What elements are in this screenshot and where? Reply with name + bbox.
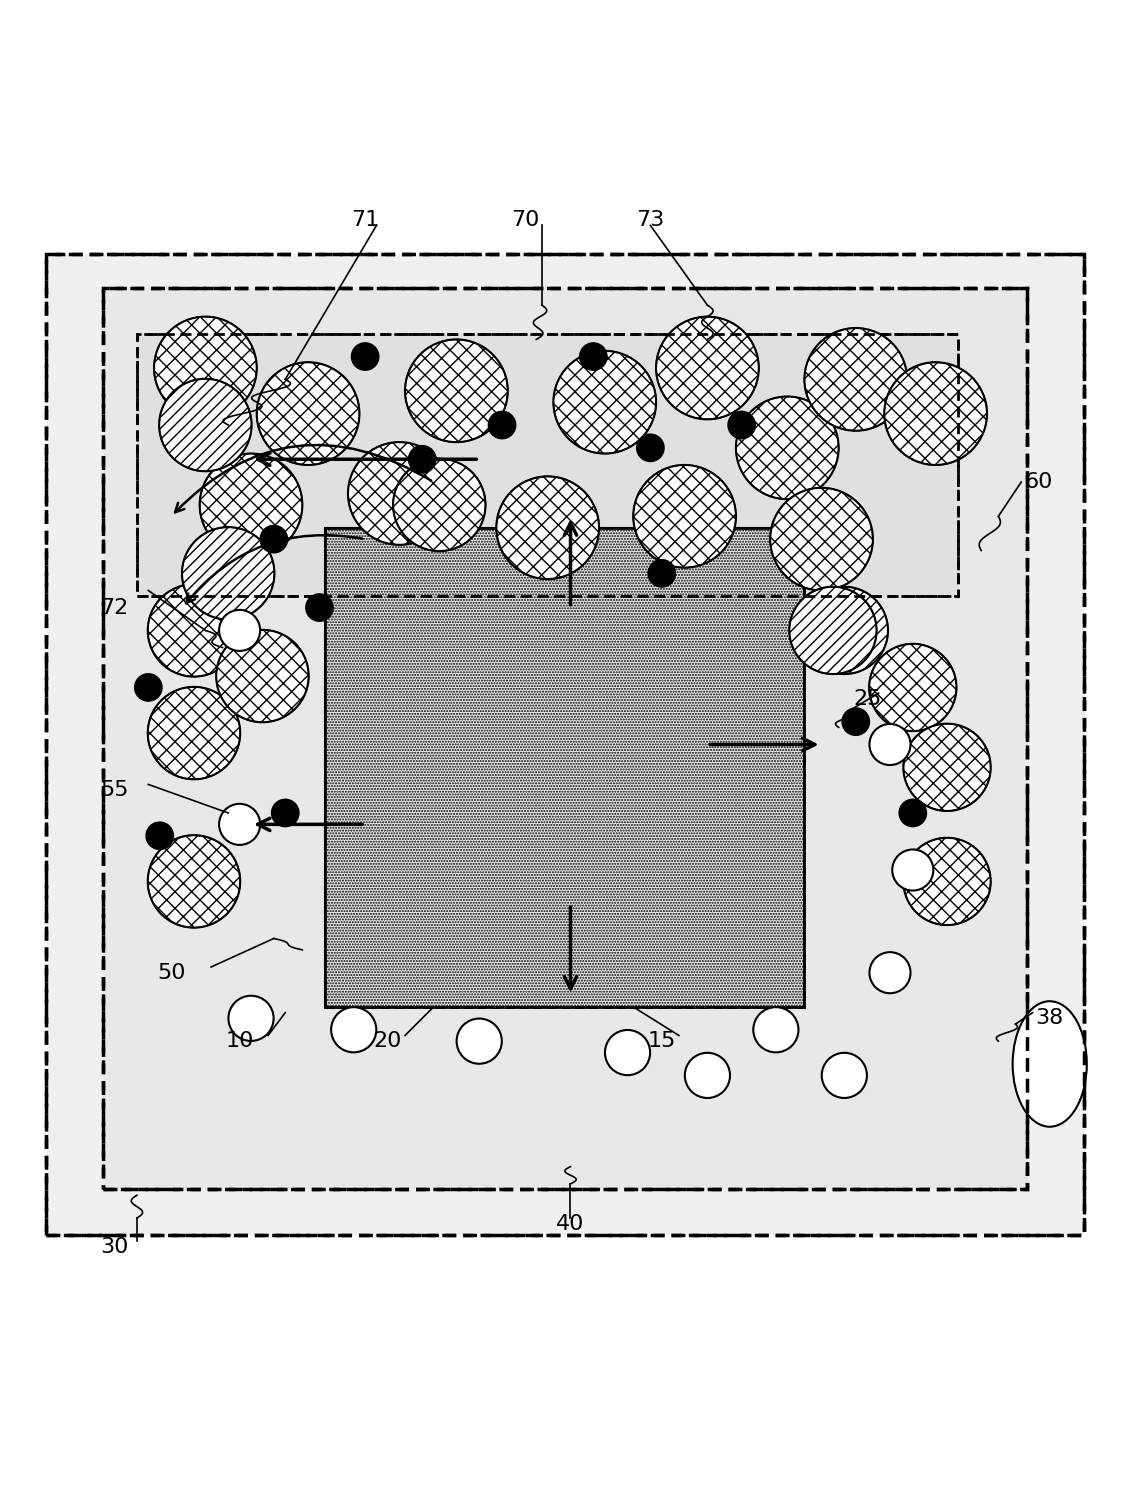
Text: 60: 60 bbox=[1025, 472, 1052, 491]
Circle shape bbox=[216, 630, 308, 722]
Circle shape bbox=[899, 800, 926, 826]
Circle shape bbox=[147, 686, 240, 779]
Circle shape bbox=[656, 317, 759, 420]
Circle shape bbox=[331, 1007, 377, 1053]
Text: 15: 15 bbox=[648, 1032, 675, 1051]
Circle shape bbox=[351, 342, 379, 371]
Bar bbox=[103, 287, 1027, 1190]
Bar bbox=[46, 253, 1084, 1236]
Circle shape bbox=[736, 396, 839, 499]
Circle shape bbox=[804, 328, 907, 430]
Circle shape bbox=[306, 594, 333, 621]
Text: 25: 25 bbox=[853, 689, 881, 709]
Text: 55: 55 bbox=[100, 780, 128, 800]
Circle shape bbox=[393, 459, 485, 551]
Circle shape bbox=[260, 526, 288, 552]
Circle shape bbox=[869, 724, 911, 765]
Circle shape bbox=[219, 610, 260, 651]
Text: 10: 10 bbox=[226, 1032, 253, 1051]
Ellipse shape bbox=[1012, 1001, 1086, 1127]
Circle shape bbox=[200, 454, 302, 557]
Circle shape bbox=[904, 724, 990, 812]
Circle shape bbox=[272, 800, 299, 826]
Bar bbox=[137, 334, 958, 596]
Text: 72: 72 bbox=[100, 597, 128, 618]
Circle shape bbox=[753, 1007, 799, 1053]
Text: 73: 73 bbox=[637, 210, 664, 229]
Circle shape bbox=[869, 951, 911, 993]
Circle shape bbox=[633, 465, 736, 567]
Circle shape bbox=[154, 317, 257, 420]
Circle shape bbox=[884, 362, 987, 465]
Bar bbox=[103, 287, 1027, 1190]
Circle shape bbox=[408, 445, 436, 474]
Text: 30: 30 bbox=[100, 1236, 128, 1257]
Circle shape bbox=[801, 587, 888, 675]
Circle shape bbox=[147, 584, 240, 676]
Circle shape bbox=[488, 411, 516, 439]
Circle shape bbox=[892, 849, 933, 890]
Text: 50: 50 bbox=[157, 963, 185, 983]
Circle shape bbox=[770, 488, 873, 591]
Circle shape bbox=[181, 527, 274, 619]
Circle shape bbox=[219, 804, 260, 844]
Circle shape bbox=[685, 1053, 730, 1097]
Text: 38: 38 bbox=[1036, 1008, 1063, 1029]
Circle shape bbox=[405, 339, 508, 442]
Circle shape bbox=[147, 835, 240, 928]
Circle shape bbox=[159, 378, 251, 471]
Bar bbox=[46, 253, 1084, 1236]
Bar bbox=[137, 334, 958, 596]
Text: 20: 20 bbox=[374, 1032, 402, 1051]
Circle shape bbox=[728, 411, 755, 439]
Circle shape bbox=[869, 643, 956, 731]
Bar bbox=[325, 527, 804, 1007]
Circle shape bbox=[637, 435, 664, 462]
Circle shape bbox=[648, 560, 675, 587]
Circle shape bbox=[348, 442, 451, 545]
Circle shape bbox=[822, 1053, 867, 1097]
Circle shape bbox=[135, 673, 162, 701]
Circle shape bbox=[553, 351, 656, 454]
Text: 40: 40 bbox=[557, 1214, 584, 1234]
Text: 71: 71 bbox=[351, 210, 379, 229]
Circle shape bbox=[456, 1018, 502, 1063]
Text: 70: 70 bbox=[511, 210, 539, 229]
Circle shape bbox=[842, 707, 869, 736]
Circle shape bbox=[580, 342, 607, 371]
Circle shape bbox=[146, 822, 173, 849]
Circle shape bbox=[496, 476, 599, 579]
Circle shape bbox=[790, 587, 876, 675]
Circle shape bbox=[904, 838, 990, 925]
Circle shape bbox=[257, 362, 359, 465]
Circle shape bbox=[605, 1030, 650, 1075]
Bar bbox=[325, 527, 804, 1007]
Bar bbox=[325, 527, 804, 1007]
Circle shape bbox=[228, 996, 274, 1041]
